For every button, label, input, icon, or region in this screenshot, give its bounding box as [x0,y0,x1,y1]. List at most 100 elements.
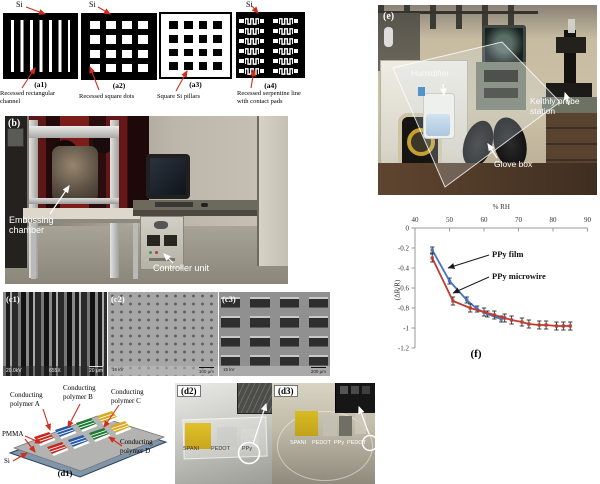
a3-caption: (a3) [189,80,202,89]
led [155,251,158,254]
a4-serpentine-array [239,17,302,75]
contact-pad [273,38,278,44]
d3-inset-micrograph [335,383,375,413]
svg-text:60: 60 [481,216,489,224]
left-cylinder [384,27,393,47]
d1-caption: (d1) [57,468,73,478]
frame-beam [29,126,119,138]
slot [149,258,175,261]
humidifier-valve [418,87,425,96]
monitor [146,154,190,199]
polymer-d-label: Conducting polymer D [120,438,153,455]
d2-ppy-text: PPy [242,446,253,452]
panel-b-label: (b) [8,118,21,129]
computer-desk-edge [133,210,283,216]
contact-pad [259,68,264,74]
cabinet-slot [484,70,518,82]
pmma-label: PMMA [2,430,24,438]
contact-pad [239,48,244,54]
c3-label: (c3) [222,294,236,304]
ceiling-pipe [378,11,538,14]
f-caption: (f) [470,348,482,360]
probe-station-scope [568,19,575,33]
inset-chip [351,386,359,394]
contact-pad [239,58,244,64]
panel-d3-photo: SPANI PEDOT PPy PEDOT (d3) [272,383,375,484]
svg-text:40: 40 [412,216,420,224]
panel-c1-sem: (c1) 20.0kV 655X 20 μm [3,292,107,376]
svg-text:90: 90 [584,216,592,224]
controller-unit-label: Controller unit [153,263,210,273]
serpentine-line [278,68,293,75]
contact-pad [293,58,298,64]
contact-pad [293,18,298,24]
serpentine-line [278,58,293,65]
table-leg [31,223,36,279]
svg-text:70: 70 [515,216,523,224]
svg-text:-0.4: -0.4 [398,264,410,272]
svg-text:-0.8: -0.8 [398,304,410,312]
keyboard [155,202,193,207]
d2-pedot-patch [217,427,237,447]
contact-pad [273,48,278,54]
serpentine-line [244,18,259,25]
a3-si-pillars [169,21,222,70]
serpentine-line [244,48,259,55]
cabinet-slot [484,88,518,98]
svg-text:% RH: % RH [493,203,510,211]
panel-a1-schematic [3,13,78,79]
probe-station-head [556,37,586,53]
glass-wall [257,116,288,266]
contact-pad [259,48,264,54]
svg-text:50: 50 [446,216,454,224]
a2-square-dots [90,21,148,72]
svg-text:PPy microwire: PPy microwire [492,271,546,281]
contact-pad [293,48,298,54]
c1-magnification: 655X [49,368,61,374]
panel-c2-sem: (c2) 15 kV 100 μm [108,292,218,376]
a2-description: Recessed square dots [79,93,135,100]
serpentine-line [278,18,293,25]
contact-pad [293,68,298,74]
panel-b-photo: (b) Embossing chamber Controller unit [5,116,288,284]
svg-text:80: 80 [550,216,558,224]
d1-si-label: Si [4,457,10,465]
contact-pad [239,28,244,34]
glove-box-label: Glove box [494,159,533,169]
d3-spani-patch [295,411,318,436]
wood-table [378,163,597,195]
a4-caption: (a4) [264,81,277,90]
panel-socket [164,235,177,246]
d3-ppy-patch [339,416,352,436]
panel-a4-schematic [236,12,305,78]
a4-description: Recessed serpentine line with contact pa… [237,90,301,106]
bench-drawers [546,113,597,163]
inset-chip [362,386,370,394]
serpentine-line [244,38,259,45]
serpentine-line [244,58,259,65]
c1-label: (c1) [6,294,20,304]
d3-ppy-text: PPy [334,440,345,446]
polymer-c-label: Conducting polymer C [111,388,144,405]
contact-pad [273,68,278,74]
panel-a3-schematic [159,12,232,79]
c3-square-pits [221,297,328,366]
svg-text:-1.2: -1.2 [398,344,410,352]
humidifier-tank [426,114,450,136]
contact-pad [259,18,264,24]
svg-text:0: 0 [406,224,410,232]
d3-pedot-patch [323,416,337,436]
polymer-a-label: Conducting polymer A [10,391,43,408]
panel-c3-sem: (c3) 15 kV 200 μm [219,292,330,376]
rh-chart-svg: % RH 40 50 60 70 80 90 0 -0.2 -0.4 -0.6 -0.8 -1 -1.2 (… [394,203,592,352]
embossing-chamber-label: Embossing chamber [9,215,54,236]
a2-caption: (a2) [112,81,126,90]
embossing-chamber-vessel [52,146,98,202]
d2-pedot-text: PEDOT [211,446,230,452]
contact-pad [259,38,264,44]
c2-label: (c2) [111,294,125,304]
tv-cabinet [476,62,526,110]
c3-info-strip: 15 kV 200 μm [219,366,330,376]
d2-spani-text: SPANI [183,446,200,452]
